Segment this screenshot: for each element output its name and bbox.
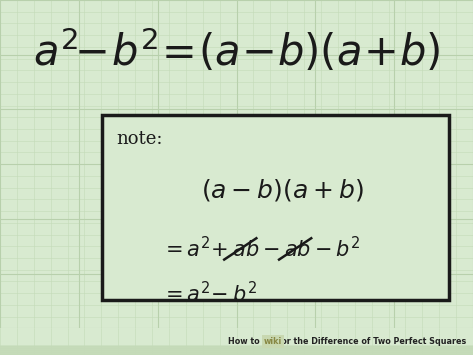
Text: How to Factor the Difference of Two Perfect Squares: How to Factor the Difference of Two Perf… — [228, 337, 466, 346]
Text: note:: note: — [116, 130, 162, 148]
Text: $a^2\!\!-\!b^2\!=\!(a\!-\!b)(a\!+\!b)$: $a^2\!\!-\!b^2\!=\!(a\!-\!b)(a\!+\!b)$ — [33, 27, 440, 75]
Text: $(a-b)(a+b)$: $(a-b)(a+b)$ — [201, 178, 364, 203]
Bar — [102, 115, 449, 300]
Text: wiki: wiki — [264, 337, 282, 346]
Text: $= a^2\!-b^2$: $= a^2\!-b^2$ — [161, 281, 257, 306]
Text: $= a^2\!+ab - ab - b^2$: $= a^2\!+ab - ab - b^2$ — [161, 236, 360, 262]
